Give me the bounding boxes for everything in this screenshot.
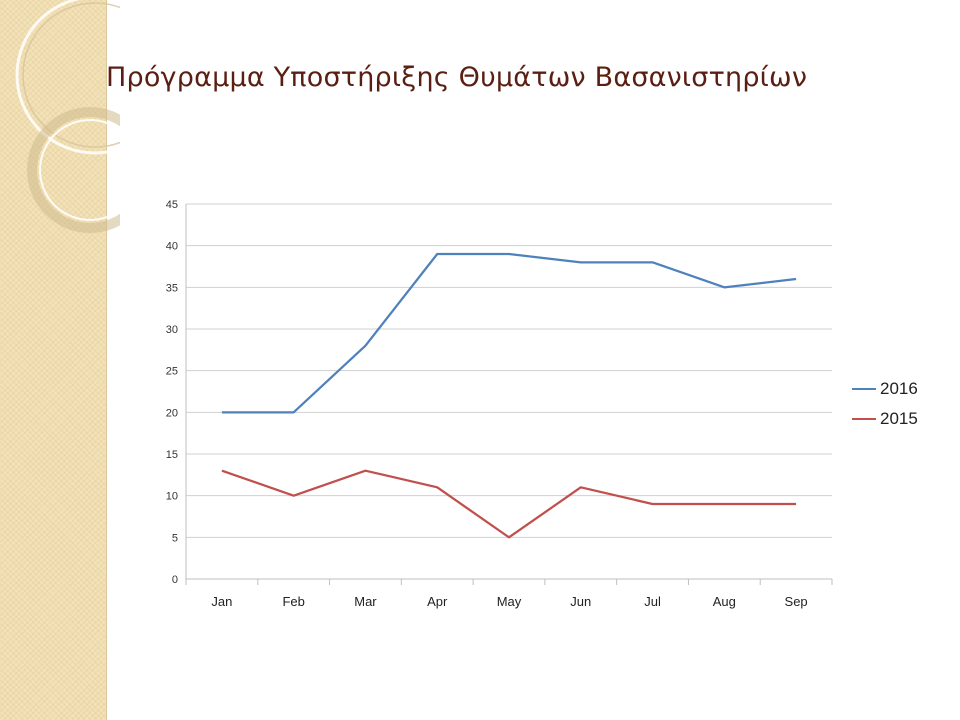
x-tick-label-apr: Apr — [427, 594, 448, 609]
x-tick-labels: Jan Feb Mar Apr May Jun Jul Aug Sep — [211, 594, 807, 609]
legend-item-2016: 2016 — [852, 374, 952, 404]
y-tick-label: 0 — [172, 574, 178, 586]
x-tick-label-jan: Jan — [211, 594, 232, 609]
slide-title: Πρόγραμμα Υποστήριξης Θυμάτων Βασανιστηρ… — [106, 62, 808, 93]
legend-swatch-2015 — [852, 418, 876, 420]
x-tick-label-may: May — [497, 594, 522, 609]
legend-swatch-2016 — [852, 388, 876, 390]
y-tick-labels: 0 5 10 15 20 25 30 35 40 45 — [166, 199, 178, 586]
chart-axes — [185, 204, 833, 585]
x-tick-label-jun: Jun — [570, 594, 591, 609]
series-line-2015 — [221, 469, 797, 539]
y-tick-label: 5 — [172, 532, 178, 544]
x-tick-label-jul: Jul — [644, 594, 661, 609]
legend-label-2015: 2015 — [880, 409, 918, 428]
legend-label-2016: 2016 — [880, 379, 918, 398]
line-chart: 0 5 10 15 20 25 30 35 40 45 Jan Feb Mar Apr May Jun Jul… — [166, 199, 833, 609]
chart-series — [221, 252, 797, 539]
decorative-rings-icon — [15, 0, 120, 233]
y-tick-label: 35 — [166, 282, 178, 294]
y-tick-label: 15 — [166, 449, 178, 461]
legend-item-2015: 2015 — [852, 404, 952, 434]
y-tick-label: 10 — [166, 491, 178, 503]
y-tick-label: 45 — [166, 199, 178, 211]
y-tick-label: 25 — [166, 366, 178, 378]
x-tick-label-aug: Aug — [713, 594, 736, 609]
x-tick-label-sep: Sep — [785, 594, 808, 609]
y-tick-label: 20 — [166, 407, 178, 419]
chart-legend: 2016 2015 — [852, 374, 952, 434]
x-tick-label-mar: Mar — [354, 594, 377, 609]
x-tick-label-feb: Feb — [282, 594, 304, 609]
y-tick-label: 30 — [166, 324, 178, 336]
series-line-2016 — [221, 252, 797, 414]
y-tick-label: 40 — [166, 241, 178, 253]
